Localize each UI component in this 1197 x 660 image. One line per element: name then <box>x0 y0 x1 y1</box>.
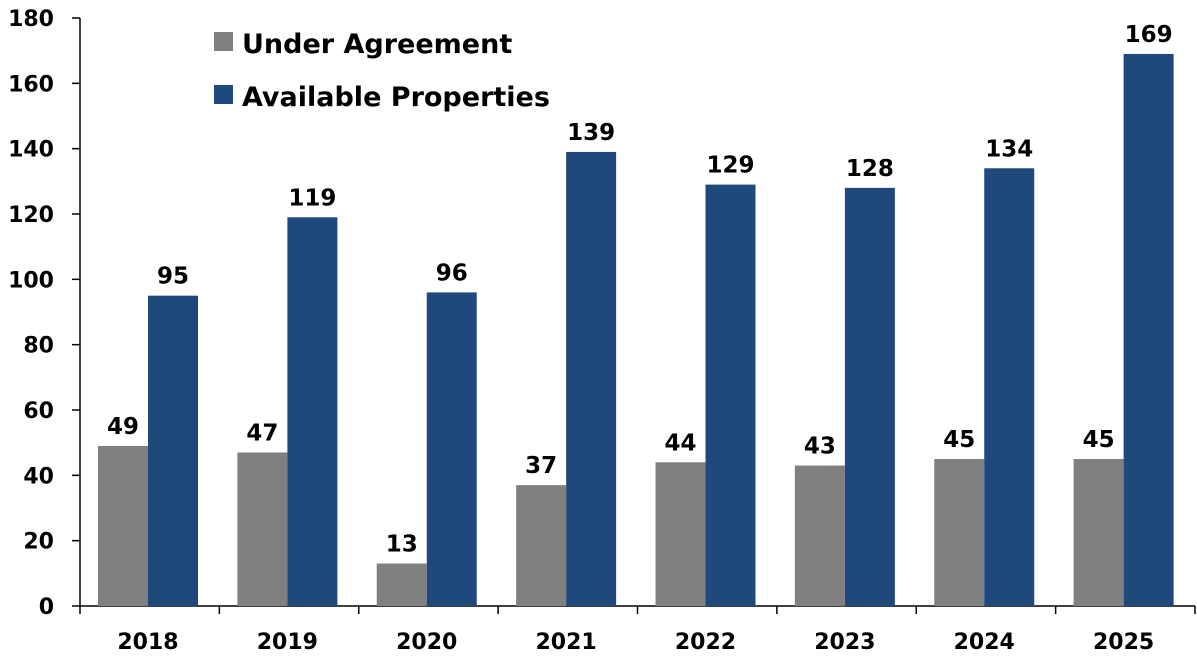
x-tick-label: 2018 <box>117 630 178 655</box>
y-tick-label: 80 <box>23 334 54 359</box>
x-tick-label: 2023 <box>814 630 875 655</box>
x-tick-label: 2020 <box>396 630 457 655</box>
bar-available-properties <box>705 184 756 606</box>
bar-under-agreement <box>934 459 985 606</box>
data-label-available-properties: 119 <box>288 185 336 211</box>
bar-under-agreement <box>237 452 288 606</box>
bar-available-properties <box>148 295 198 606</box>
x-tick-label: 2025 <box>1093 630 1154 655</box>
data-label-under-agreement: 44 <box>664 430 696 456</box>
legend: Under Agreement Available Properties <box>214 29 550 113</box>
data-label-available-properties: 139 <box>567 120 615 146</box>
data-label-under-agreement: 37 <box>525 453 557 479</box>
y-tick-label: 40 <box>23 464 54 489</box>
y-tick-label: 0 <box>39 595 54 620</box>
bar-under-agreement <box>376 563 427 606</box>
y-tick-label: 100 <box>8 268 54 293</box>
bar-available-properties <box>984 168 1035 606</box>
y-tick-label: 180 <box>8 7 54 32</box>
data-label-available-properties: 96 <box>436 260 468 286</box>
x-tick-label: 2021 <box>536 630 597 655</box>
data-label-available-properties: 129 <box>706 153 754 179</box>
data-label-under-agreement: 43 <box>804 434 836 460</box>
legend-swatch <box>214 85 233 104</box>
data-label-available-properties: 169 <box>1125 22 1173 48</box>
data-label-under-agreement: 47 <box>246 420 278 446</box>
bar-available-properties <box>426 292 477 606</box>
legend-label: Under Agreement <box>242 29 512 60</box>
data-label-under-agreement: 45 <box>1083 427 1115 453</box>
data-label-under-agreement: 49 <box>107 414 139 440</box>
y-tick-label: 140 <box>8 138 54 163</box>
data-label-available-properties: 95 <box>157 264 189 290</box>
bar-under-agreement <box>516 485 567 606</box>
bar-available-properties <box>287 217 338 606</box>
x-tick-label: 2019 <box>257 630 318 655</box>
bar-under-agreement <box>794 465 845 606</box>
legend-label: Available Properties <box>242 82 550 113</box>
bars <box>98 53 1174 606</box>
legend-swatch <box>214 32 233 51</box>
bar-under-agreement <box>1073 459 1124 606</box>
y-tick-label: 20 <box>23 530 54 555</box>
x-tick-label: 2024 <box>954 630 1015 655</box>
bar-under-agreement <box>655 462 706 606</box>
bar-available-properties <box>1123 53 1174 606</box>
y-tick-label: 120 <box>8 203 54 228</box>
bar-available-properties <box>566 151 617 606</box>
data-labels: 49 95 47 119 13 96 37 139 44 129 43 128 45 134 45 169 <box>107 22 1173 558</box>
y-tick-label: 160 <box>8 72 54 97</box>
bar-available-properties <box>844 187 895 606</box>
x-tick-label: 2022 <box>675 630 736 655</box>
data-label-available-properties: 128 <box>846 156 894 182</box>
bar-under-agreement <box>98 445 148 606</box>
data-label-available-properties: 134 <box>985 136 1033 162</box>
x-axis: 2018 2019 2020 2021 2022 2023 2024 2025 <box>79 605 1196 655</box>
y-axis: 0 20 40 60 80 100 120 140 160 180 <box>8 7 81 620</box>
y-tick-label: 60 <box>23 399 54 424</box>
data-label-under-agreement: 13 <box>386 532 418 558</box>
data-label-under-agreement: 45 <box>943 427 975 453</box>
